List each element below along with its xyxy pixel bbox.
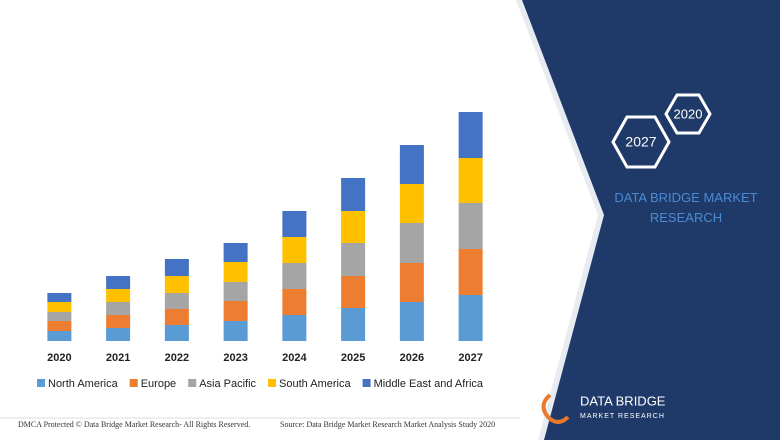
bar-segment: [458, 112, 483, 158]
bar-segment: [223, 301, 248, 321]
bar-segment: [282, 263, 307, 289]
brand-text: DATA BRIDGE MARKET RESEARCH: [614, 190, 758, 225]
bar-segment: [106, 328, 131, 341]
logo-mark: [541, 393, 570, 424]
bar-segment: [341, 211, 366, 243]
bar-segment: [282, 211, 307, 237]
logo-name: DATA BRIDGE: [580, 393, 666, 408]
bar-segment: [164, 293, 189, 309]
x-tick-label: 2024: [282, 352, 307, 364]
legend-label: North America: [48, 378, 119, 390]
logo-tagline: MARKET RESEARCH: [580, 413, 665, 420]
legend-swatch: [268, 379, 277, 387]
legend-swatch: [188, 379, 197, 387]
badge-text: 2027: [625, 134, 656, 150]
bar-segment: [399, 263, 424, 302]
legend-label: Europe: [141, 378, 176, 390]
bar-segment: [47, 293, 72, 302]
bar-segment: [458, 158, 483, 203]
bar-segment: [106, 315, 131, 328]
x-tick-label: 2027: [458, 352, 482, 364]
legend-swatch: [37, 379, 45, 387]
bar-segment: [164, 259, 189, 276]
bar-segment: [341, 178, 366, 211]
bar-segment: [47, 321, 72, 331]
bar-segment: [341, 276, 366, 308]
bar-segment: [458, 295, 483, 341]
badge-text: 2020: [674, 106, 703, 121]
x-tick-label: 2023: [223, 352, 247, 364]
bar-segment: [399, 223, 424, 263]
legend-swatch: [129, 379, 138, 387]
bar-segment: [223, 282, 248, 301]
bar-segment: [399, 184, 424, 223]
hexagon: [611, 115, 671, 169]
bar-segment: [106, 302, 131, 315]
x-tick-label: 2026: [400, 352, 424, 364]
bar-segment: [164, 276, 189, 293]
x-tick-label: 2021: [106, 352, 130, 364]
bar-segment: [223, 243, 248, 262]
x-tick-label: 2020: [47, 352, 71, 364]
bar-segment: [341, 308, 366, 341]
bar-segment: [47, 331, 72, 341]
bar-segment: [399, 302, 424, 341]
bar-segment: [282, 289, 307, 315]
bar-segment: [106, 289, 131, 302]
bar-segment: [106, 276, 131, 289]
bar-segment: [282, 237, 307, 263]
bar-segment: [341, 243, 366, 276]
bar-segment: [458, 203, 483, 249]
hexagon: [664, 93, 712, 135]
x-tick-label: 2025: [341, 352, 365, 364]
bar-segment: [47, 302, 72, 312]
bar-segment: [399, 145, 424, 184]
legend-label: South America: [279, 378, 351, 390]
bar-segment: [282, 315, 307, 341]
bar-segment: [164, 309, 189, 325]
bar-segment: [223, 321, 248, 341]
bar-segment: [164, 325, 189, 341]
legend-swatch: [362, 379, 371, 387]
bar-segment: [223, 262, 248, 282]
legend-label: Asia Pacific: [199, 378, 256, 390]
side-panel: [520, 0, 780, 440]
bar-segment: [458, 249, 483, 295]
legend-label: Middle East and Africa: [374, 378, 484, 390]
source-note: Source: Data Bridge Market Research Mark…: [280, 420, 495, 429]
bar-segment: [47, 312, 72, 321]
x-tick-label: 2022: [165, 352, 189, 364]
dmca-note: DMCA Protected © Data Bridge Market Rese…: [18, 420, 250, 429]
